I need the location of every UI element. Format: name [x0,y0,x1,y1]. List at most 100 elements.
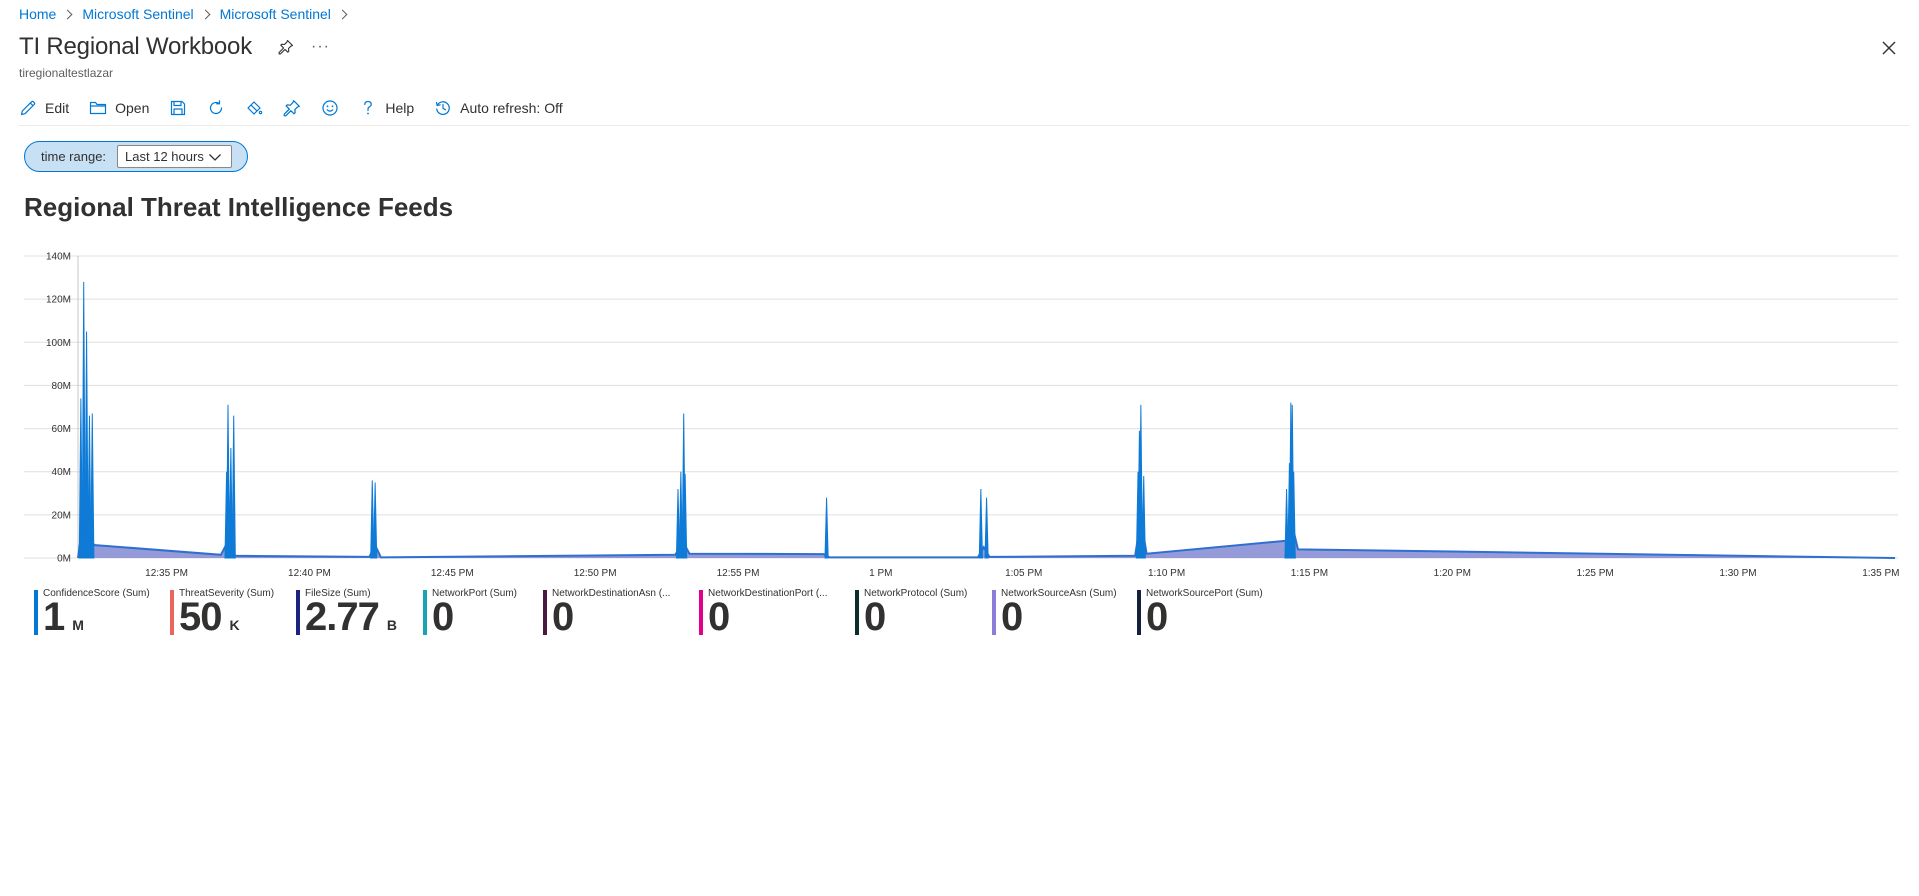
spike-mark [228,447,233,559]
toolbar: Edit Open Help Auto refresh: Off [19,96,583,120]
refresh-button[interactable] [207,99,225,117]
title-row: TI Regional Workbook ··· [19,33,330,61]
metric-tile[interactable]: NetworkSourcePort (Sum) 0 [1137,588,1263,638]
breadcrumb: Home Microsoft Sentinel Microsoft Sentin… [19,6,357,22]
chart-grid [24,255,1898,559]
close-button[interactable] [1879,38,1899,58]
x-tick-label: 1:30 PM [1719,568,1756,579]
x-tick-label: 12:50 PM [574,568,617,579]
open-button[interactable]: Open [89,99,149,117]
paint-bucket-icon [247,101,263,115]
tile-color-bar [170,590,174,635]
help-label: Help [385,100,415,116]
feedback-button[interactable] [321,99,339,117]
save-button[interactable] [169,99,187,117]
tile-number: 0 [1001,595,1023,639]
spike-mark [231,415,236,559]
tile-color-bar [1137,590,1141,635]
metric-tile[interactable]: NetworkPort (Sum) 0 [423,588,517,638]
chevron-down-icon [209,154,222,161]
tile-name: NetworkProtocol (Sum) [864,588,968,599]
more-options-icon[interactable]: ··· [311,38,330,55]
spike-mark [90,413,95,559]
metric-tile[interactable]: NetworkSourceAsn (Sum) 0 [992,588,1117,638]
tile-value: 50 K [179,597,274,637]
metric-tile[interactable]: NetworkDestinationAsn (... 0 [543,588,670,638]
tile-value: 2.77 B [305,595,397,639]
y-tick-label: 0M [57,554,71,565]
spike-mark [1141,476,1146,559]
pencil-icon [20,100,36,116]
help-button[interactable]: Help [359,99,414,117]
refresh-icon [210,100,223,115]
tile-name: NetworkPort (Sum) [432,588,518,599]
metric-tile[interactable]: NetworkProtocol (Sum) 0 [855,588,967,638]
x-axis-ticks: 12:35 PM 12:40 PM 12:45 PM 12:50 PM 12:55 PM… [145,568,1899,579]
tile-name: ThreatSeverity (Sum) [179,588,275,599]
pin-button[interactable] [283,99,301,117]
edit-button[interactable]: Edit [19,99,69,117]
spike-mark [78,398,83,559]
x-tick-label: 1:15 PM [1291,568,1328,579]
spike-mark [678,471,683,559]
x-tick-label: 1:10 PM [1148,568,1185,579]
tile-name: NetworkDestinationAsn (... [552,588,671,599]
breadcrumb-home[interactable]: Home [19,6,57,22]
spike-mark [370,480,375,559]
spike-mark [824,497,829,559]
edit-label: Edit [45,100,70,116]
tile-value: 0 [552,595,670,639]
auto-refresh-label: Auto refresh: Off [460,100,563,116]
x-tick-label: 12:35 PM [145,568,188,579]
breadcrumb-sentinel[interactable]: Microsoft Sentinel [82,6,194,22]
spike-mark [373,482,378,559]
toolbar-divider [19,125,1909,126]
breadcrumb-sentinel-workspace[interactable]: Microsoft Sentinel [219,6,331,22]
chevron-right-icon [337,9,348,19]
pin-icon[interactable] [277,38,295,56]
customize-button[interactable] [245,99,263,117]
metric-tile[interactable]: ThreatSeverity (Sum) 50 K [170,588,274,638]
tile-color-bar [543,590,547,635]
tile-name: FileSize (Sum) [305,588,371,599]
x-tick-label: 12:40 PM [288,568,331,579]
metric-tile[interactable]: FileSize (Sum) 2.77 B [296,588,397,638]
metric-tile[interactable]: ConfidenceScore (Sum) 1 M [34,588,150,638]
question-icon [364,100,373,115]
tile-number: 1 [43,595,65,639]
tile-name: ConfidenceScore (Sum) [43,588,150,599]
time-range-dropdown[interactable]: Last 12 hours [117,145,233,168]
spike-mark [1138,404,1143,559]
tile-number: 0 [1146,595,1168,639]
history-icon [436,101,450,115]
spike-mark [675,488,681,559]
tile-value: 0 [432,597,517,637]
y-tick-label: 100M [46,338,71,349]
x-tick-label: 1 PM [869,568,892,579]
y-tick-label: 20M [52,510,71,521]
chevron-right-icon [62,9,73,19]
auto-refresh-button[interactable]: Auto refresh: Off [434,99,563,117]
spike-layer [78,281,1296,559]
spike-mark [81,281,86,559]
time-range-parameter: time range: Last 12 hours [24,141,248,172]
x-tick-label: 12:45 PM [431,568,474,579]
tile-value: 0 [864,597,967,637]
close-icon [1882,41,1896,55]
metric-tile[interactable]: NetworkDestinationPort (... 0 [699,588,828,638]
tile-value: 0 [708,595,828,639]
tile-number: 0 [552,595,574,639]
y-tick-label: 60M [52,424,71,435]
tile-number: 0 [708,595,730,639]
spike-mark [984,497,989,559]
pin-icon [283,100,301,117]
chevron-right-icon [200,9,211,19]
tile-number: 2.77 [305,595,380,639]
tile-color-bar [992,590,996,635]
folder-icon [90,101,107,115]
spike-mark [225,404,231,559]
open-label: Open [115,100,150,116]
tile-name: NetworkSourceAsn (Sum) [1001,588,1117,599]
tile-color-bar [699,590,703,635]
